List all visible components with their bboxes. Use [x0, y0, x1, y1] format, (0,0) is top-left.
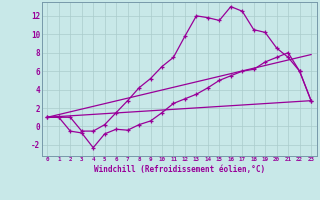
- X-axis label: Windchill (Refroidissement éolien,°C): Windchill (Refroidissement éolien,°C): [94, 165, 265, 174]
